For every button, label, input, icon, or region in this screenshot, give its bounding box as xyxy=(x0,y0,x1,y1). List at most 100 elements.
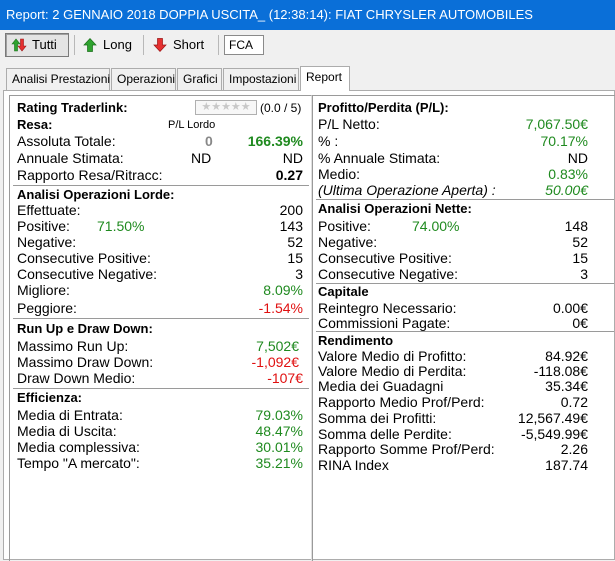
up-down-arrows-icon xyxy=(11,38,27,52)
cons-neg-nette-value: 3 xyxy=(580,266,588,282)
negative-lorde-row: Negative: 52 xyxy=(17,234,303,250)
effettuate-label: Effettuate: xyxy=(17,202,81,218)
cons-pos-lorde-label: Consecutive Positive: xyxy=(17,250,151,266)
migliore-row: Migliore: 8.09% xyxy=(17,282,303,298)
vm-profitto-value: 84.92€ xyxy=(545,348,588,364)
section-divider xyxy=(13,185,309,186)
dd-medio-value: -107€ xyxy=(267,370,303,386)
annuale-stimata-row: Annuale Stimata: ND ND xyxy=(17,150,303,166)
media-complessiva-label: Media complessiva: xyxy=(17,439,140,455)
cons-neg-lorde-row: Consecutive Negative: 3 xyxy=(17,266,303,282)
section-divider xyxy=(316,283,614,284)
rating-label: Rating Traderlink: xyxy=(17,100,128,115)
section-divider xyxy=(13,388,309,389)
tab-bar: Analisi Prestazioni Operazioni Grafici I… xyxy=(0,66,615,91)
assoluta-totale-row: Assoluta Totale: 0 166.39% xyxy=(17,133,303,149)
tab-report[interactable]: Report xyxy=(300,66,350,91)
rating-stars: ★★★★★ xyxy=(195,100,257,115)
pl-pct-value: 70.17% xyxy=(540,133,588,149)
effettuate-row: Effettuate: 200 xyxy=(17,202,303,218)
left-report-panel: Rating Traderlink: ★★★★★ (0.0 / 5) Resa:… xyxy=(9,95,312,561)
short-label: Short xyxy=(173,37,205,52)
cons-pos-lorde-value: 15 xyxy=(287,250,303,266)
peggiore-value: -1.54% xyxy=(258,300,303,316)
tutti-label: Tutti xyxy=(32,37,57,52)
section-divider xyxy=(13,318,309,319)
commissioni-label: Commissioni Pagate: xyxy=(318,315,451,331)
positive-lorde-pct: 71.50% xyxy=(97,218,145,234)
dd-medio-row: Draw Down Medio: -107€ xyxy=(17,370,303,386)
reintegro-value: 0.00€ xyxy=(552,300,588,316)
tab-analisi-prestazioni[interactable]: Analisi Prestazioni xyxy=(6,68,110,90)
tab-impostazioni[interactable]: Impostazioni xyxy=(223,68,299,90)
migliore-label: Migliore: xyxy=(17,282,70,298)
section-divider xyxy=(316,199,614,200)
tutti-button[interactable]: Tutti xyxy=(5,33,69,57)
vm-profitto-label: Valore Medio di Profitto: xyxy=(318,348,467,364)
rapporto-medio-value: 0.72 xyxy=(560,394,588,410)
media-uscita-row: Media di Uscita: 48.47% xyxy=(17,423,303,439)
positive-nette-row: Positive: 74.00% 148 xyxy=(318,218,588,234)
rendimento-title: Rendimento xyxy=(318,333,394,348)
right-report-panel: Profitto/Perdita (P/L): P/L Netto: 7,067… xyxy=(312,95,615,561)
assoluta-totale-label: Assoluta Totale: xyxy=(17,133,116,149)
pl-medio-value: 0.83% xyxy=(548,166,588,182)
vm-perdita-row: Valore Medio di Perdita: -118.08€ xyxy=(318,363,588,379)
window-title: Report: 2 GENNAIO 2018 DOPPIA USCITA_ (1… xyxy=(0,0,615,30)
pl-netto-label: P/L Netto: xyxy=(318,116,380,132)
short-button[interactable]: Short xyxy=(152,33,217,57)
efficienza-title: Efficienza: xyxy=(17,390,83,405)
rapporto-somme-value: 2.26 xyxy=(560,441,588,457)
annuale-stimata-label: Annuale Stimata: xyxy=(17,150,124,166)
tempo-mercato-label: Tempo "A mercato": xyxy=(17,455,140,471)
pl-medio-label: Medio: xyxy=(318,166,361,182)
somma-perdite-label: Somma delle Perdite: xyxy=(318,426,452,442)
positive-lorde-label: Positive: xyxy=(17,218,70,234)
rapporto-medio-label: Rapporto Medio Prof/Perd: xyxy=(318,394,485,410)
positive-lorde-row: Positive: 71.50% 143 xyxy=(17,218,303,234)
cons-pos-nette-label: Consecutive Positive: xyxy=(318,250,452,266)
pl-annuale-label: % Annuale Stimata: xyxy=(318,150,441,166)
rina-label: RINA Index xyxy=(318,457,389,473)
cons-neg-nette-row: Consecutive Negative: 3 xyxy=(318,266,588,282)
negative-nette-value: 52 xyxy=(572,234,588,250)
assoluta-totale-value: 166.39% xyxy=(247,133,303,149)
long-button[interactable]: Long xyxy=(82,33,142,57)
somma-profitti-label: Somma dei Profitti: xyxy=(318,410,437,426)
pl-ultima-value: 50.00€ xyxy=(545,182,588,198)
reintegro-row: Reintegro Necessario: 0.00€ xyxy=(318,300,588,316)
media-complessiva-value: 30.01% xyxy=(255,439,303,455)
up-arrow-icon xyxy=(83,37,97,52)
runup-title: Run Up e Draw Down: xyxy=(17,321,153,336)
somma-profitti-row: Somma dei Profitti: 12,567.49€ xyxy=(318,410,588,426)
media-complessiva-row: Media complessiva: 30.01% xyxy=(17,439,303,455)
media-entrata-row: Media di Entrata: 79.03% xyxy=(17,407,303,423)
rina-value: 187.74 xyxy=(545,457,588,473)
tempo-mercato-row: Tempo "A mercato": 35.21% xyxy=(17,455,303,471)
toolbar-separator xyxy=(143,35,144,55)
somma-perdite-value: -5,549.99€ xyxy=(521,426,588,442)
cons-neg-lorde-value: 3 xyxy=(295,266,303,282)
pl-ultima-label: (Ultima Operazione Aperta) : xyxy=(318,182,496,198)
pl-ultima-row: (Ultima Operazione Aperta) : 50.00€ xyxy=(318,182,588,198)
positive-nette-value: 148 xyxy=(564,218,588,234)
vm-profitto-row: Valore Medio di Profitto: 84.92€ xyxy=(318,348,588,364)
nette-title: Analisi Operazioni Nette: xyxy=(318,201,472,216)
rapporto-medio-row: Rapporto Medio Prof/Perd: 0.72 xyxy=(318,394,588,410)
media-guadagni-label: Media dei Guadagni xyxy=(318,378,444,394)
long-label: Long xyxy=(103,37,132,52)
toolbar-separator xyxy=(218,35,219,55)
report-content: Rating Traderlink: ★★★★★ (0.0 / 5) Resa:… xyxy=(3,90,615,561)
media-uscita-value: 48.47% xyxy=(255,423,303,439)
tab-operazioni[interactable]: Operazioni xyxy=(111,68,176,90)
rapporto-resa-row: Rapporto Resa/Ritracc: 0.27 xyxy=(17,167,303,183)
rina-row: RINA Index 187.74 xyxy=(318,457,588,473)
cons-neg-nette-label: Consecutive Negative: xyxy=(318,266,459,282)
pl-pct-row: % : 70.17% xyxy=(318,133,588,149)
cons-pos-nette-value: 15 xyxy=(572,250,588,266)
tab-grafici[interactable]: Grafici xyxy=(177,68,222,90)
massimo-dd-value: -1,092€ xyxy=(251,354,299,370)
pl-title: Profitto/Perdita (P/L): xyxy=(318,100,449,115)
symbol-field[interactable]: FCA xyxy=(224,35,264,55)
massimo-runup-value: 7,502€ xyxy=(256,338,299,354)
